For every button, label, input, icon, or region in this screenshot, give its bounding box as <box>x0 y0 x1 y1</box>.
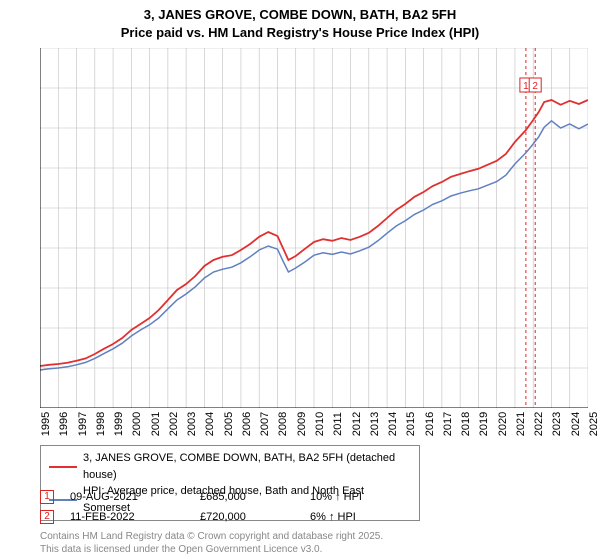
legend-swatch <box>49 466 77 468</box>
x-tick-label: 2007 <box>259 412 271 436</box>
x-tick-label: 2015 <box>405 412 417 436</box>
x-tick-label: 1999 <box>113 412 125 436</box>
x-tick-label: 1998 <box>95 412 107 436</box>
chart-plot: 12 <box>40 48 588 408</box>
marker-date: 11-FEB-2022 <box>70 511 200 523</box>
marker-price: £720,000 <box>200 511 310 523</box>
x-tick-label: 2016 <box>424 412 436 436</box>
x-tick-label: 2014 <box>387 412 399 436</box>
chart-container: 3, JANES GROVE, COMBE DOWN, BATH, BA2 5F… <box>0 0 600 560</box>
x-tick-label: 2005 <box>223 412 235 436</box>
x-tick-label: 1996 <box>58 412 70 436</box>
x-tick-label: 2008 <box>277 412 289 436</box>
x-tick-label: 2024 <box>570 412 582 436</box>
marker-date: 09-AUG-2021 <box>70 491 200 503</box>
footer-attribution: Contains HM Land Registry data © Crown c… <box>40 530 383 556</box>
marker-number-box: 2 <box>40 510 54 524</box>
x-tick-label: 2022 <box>533 412 545 436</box>
x-tick-label: 1995 <box>40 412 52 436</box>
marker-diff: 10% ↑ HPI <box>310 491 580 503</box>
marker-diff: 6% ↑ HPI <box>310 511 580 523</box>
title-line-2: Price paid vs. HM Land Registry's House … <box>0 24 600 42</box>
x-tick-label: 2025 <box>588 412 600 436</box>
footer-line-1: Contains HM Land Registry data © Crown c… <box>40 530 383 543</box>
x-tick-label: 2004 <box>204 412 216 436</box>
x-tick-label: 1997 <box>77 412 89 436</box>
x-tick-label: 2023 <box>551 412 563 436</box>
marker-row: 2 11-FEB-2022£720,0006% ↑ HPI <box>40 507 580 527</box>
x-tick-label: 2011 <box>332 412 344 436</box>
y-axis-labels: £0£100K£200K£300K£400K£500K£600K£700K£80… <box>0 48 40 408</box>
x-tick-label: 2001 <box>150 412 162 436</box>
marker-row: 1 09-AUG-2021£685,00010% ↑ HPI <box>40 487 580 507</box>
x-tick-label: 2018 <box>460 412 472 436</box>
legend-label: 3, JANES GROVE, COMBE DOWN, BATH, BA2 5F… <box>83 450 411 483</box>
footer-line-2: This data is licensed under the Open Gov… <box>40 543 383 556</box>
marker-number-box: 1 <box>40 490 54 504</box>
x-tick-label: 2013 <box>369 412 381 436</box>
sale-markers-table: 1 09-AUG-2021£685,00010% ↑ HPI 2 11-FEB-202… <box>40 487 580 527</box>
sale-marker-number: 1 <box>523 81 529 92</box>
x-tick-label: 2010 <box>314 412 326 436</box>
x-tick-label: 2003 <box>186 412 198 436</box>
x-tick-label: 2017 <box>442 412 454 436</box>
chart-title-block: 3, JANES GROVE, COMBE DOWN, BATH, BA2 5F… <box>0 0 600 41</box>
x-tick-label: 2009 <box>296 412 308 436</box>
x-tick-label: 2019 <box>478 412 490 436</box>
title-line-1: 3, JANES GROVE, COMBE DOWN, BATH, BA2 5F… <box>0 6 600 24</box>
sale-marker-number: 2 <box>532 81 538 92</box>
x-axis-labels: 1995 1996 1997 1998 1999 2000 2001 2002 2003 2004… <box>40 410 588 440</box>
x-tick-label: 2021 <box>515 412 527 436</box>
x-tick-label: 2002 <box>168 412 180 436</box>
x-tick-label: 2012 <box>351 412 363 436</box>
x-tick-label: 2020 <box>497 412 509 436</box>
x-tick-label: 2000 <box>131 412 143 436</box>
legend-item: 3, JANES GROVE, COMBE DOWN, BATH, BA2 5F… <box>49 450 411 483</box>
x-tick-label: 2006 <box>241 412 253 436</box>
marker-price: £685,000 <box>200 491 310 503</box>
